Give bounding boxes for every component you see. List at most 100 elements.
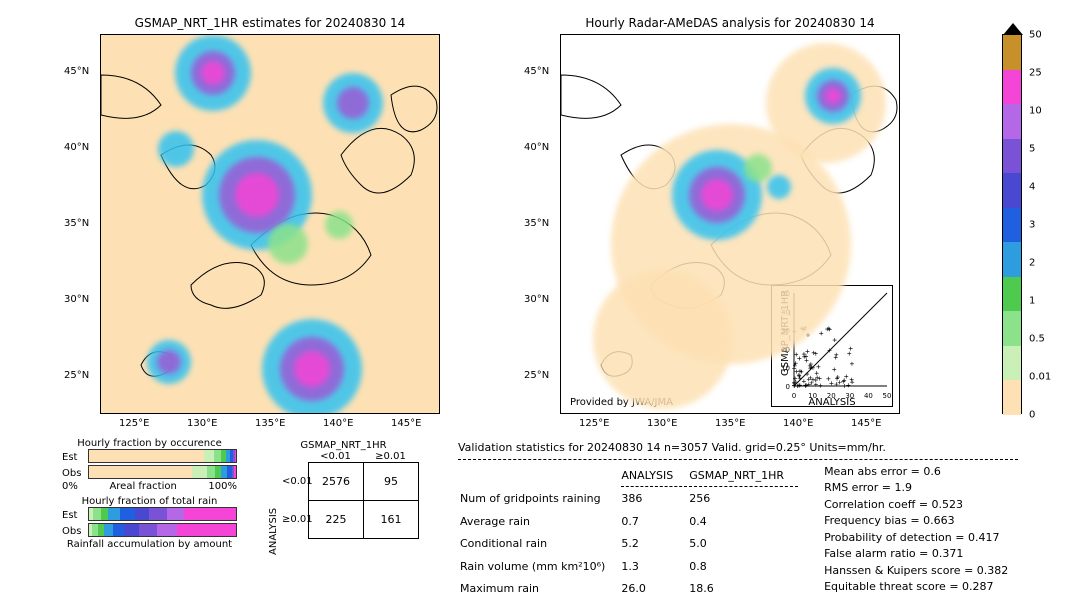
colorbar: 00.010.512345102550 xyxy=(1002,34,1022,414)
occ-xlab-mid: Areal fraction xyxy=(109,481,176,492)
metric-row: Equitable threat score = 0.287 xyxy=(824,579,1008,596)
colorbar-seg xyxy=(1003,173,1021,208)
x-tick: 140°E xyxy=(323,418,353,429)
frac-seg xyxy=(204,450,214,462)
frac-seg xyxy=(149,508,167,520)
colorbar-tick: 0.5 xyxy=(1029,334,1045,345)
validation-panel: Validation statistics for 20240830 14 n=… xyxy=(458,440,1018,602)
frac-seg xyxy=(139,524,157,536)
occ-xlab-left: 0% xyxy=(62,481,78,492)
precip-blob xyxy=(767,175,791,199)
metric-row: Frequency bias = 0.663 xyxy=(824,513,1008,530)
validation-row: Maximum rain26.018.6 xyxy=(460,579,798,600)
precip-blob xyxy=(325,211,353,239)
left-map-panel: GSMAP_NRT_1HR estimates for 20240830 14 … xyxy=(100,34,440,414)
colorbar-tick: 0 xyxy=(1029,410,1035,421)
frac-seg xyxy=(120,508,135,520)
total-rain-title: Hourly fraction of total rain xyxy=(62,496,237,507)
vh2: GSMAP_NRT_1HR xyxy=(689,466,798,488)
precip-blob xyxy=(744,154,772,182)
y-tick: 45°N xyxy=(524,66,549,77)
fraction-panel: Hourly fraction by occurence Est Obs 0% … xyxy=(62,438,237,550)
metrics-list: Mean abs error = 0.6RMS error = 1.9Corre… xyxy=(824,464,1008,602)
y-tick: 35°N xyxy=(524,218,549,229)
precip-blob xyxy=(825,88,841,104)
metric-row: Correlation coeff = 0.523 xyxy=(824,497,1008,514)
colorbar-seg xyxy=(1003,242,1021,277)
x-tick: 140°E xyxy=(783,418,813,429)
colorbar-seg xyxy=(1003,277,1021,312)
frac-seg xyxy=(234,466,235,478)
colorbar-tick: 10 xyxy=(1029,106,1042,117)
x-tick: 145°E xyxy=(851,418,881,429)
frac-seg xyxy=(157,524,178,536)
colorbar-tick: 25 xyxy=(1029,68,1042,79)
validation-title: Validation statistics for 20240830 14 n=… xyxy=(458,440,1018,460)
cont-col0 xyxy=(268,451,308,462)
scatter-xlabel: ANALYSIS xyxy=(772,397,892,408)
frac-seg xyxy=(89,466,192,478)
x-tick: 135°E xyxy=(255,418,285,429)
validation-row: Rain volume (mm km²10⁶)1.30.8 xyxy=(460,557,798,578)
colorbar-seg xyxy=(1003,104,1021,139)
y-tick: 40°N xyxy=(524,142,549,153)
validation-row: Average rain0.70.4 xyxy=(460,512,798,533)
frac-seg xyxy=(135,508,150,520)
metric-row: Probability of detection = 0.417 xyxy=(824,530,1008,547)
colorbar-tick: 4 xyxy=(1029,182,1035,193)
metric-row: RMS error = 1.9 xyxy=(824,480,1008,497)
validation-row: Conditional rain5.25.0 xyxy=(460,534,798,555)
colorbar-tick: 2 xyxy=(1029,258,1035,269)
x-tick: 130°E xyxy=(187,418,217,429)
cont-col1: <0.01 xyxy=(308,451,363,462)
frac-seg xyxy=(108,508,120,520)
colorbar-tick: 0.01 xyxy=(1029,372,1051,383)
frac-seg xyxy=(93,508,100,520)
x-tick: 135°E xyxy=(715,418,745,429)
cont-col-header: GSMAP_NRT_1HR xyxy=(268,440,419,451)
right-map-title: Hourly Radar-AMeDAS analysis for 2024083… xyxy=(560,16,900,30)
validation-table: ANALYSISGSMAP_NRT_1HR Num of gridpoints … xyxy=(458,464,800,602)
cont-10: 225 xyxy=(309,501,364,539)
contingency-panel: GSMAP_NRT_1HR <0.01 ≥0.01 ANALYSIS <0.01… xyxy=(268,440,419,539)
colorbar-seg xyxy=(1003,311,1021,346)
contingency-grid: 257695 225161 xyxy=(308,462,419,539)
y-tick: 40°N xyxy=(64,142,89,153)
cont-row-header: ANALYSIS xyxy=(268,541,279,555)
left-map-title: GSMAP_NRT_1HR estimates for 20240830 14 xyxy=(100,16,440,30)
y-tick: 30°N xyxy=(64,294,89,305)
obs-label-1: Obs xyxy=(62,468,84,479)
cont-11: 161 xyxy=(364,501,419,539)
precip-blob xyxy=(158,131,194,167)
frac-seg xyxy=(214,450,221,462)
frac-seg xyxy=(101,508,108,520)
est-label-1: Est xyxy=(62,452,84,463)
colorbar-cap xyxy=(1003,23,1023,35)
occurrence-obs-bar xyxy=(88,465,237,479)
y-tick: 25°N xyxy=(524,370,549,381)
occurrence-est-bar xyxy=(88,449,237,463)
precip-blob xyxy=(157,350,181,374)
y-tick: 25°N xyxy=(64,370,89,381)
svg-text:0: 0 xyxy=(786,383,790,391)
precip-blob xyxy=(593,269,733,409)
totalrain-est-bar xyxy=(88,507,237,521)
colorbar-seg xyxy=(1003,380,1021,415)
precip-blob xyxy=(701,179,733,211)
occurrence-title: Hourly fraction by occurence xyxy=(62,438,237,449)
y-tick: 35°N xyxy=(64,218,89,229)
vh1: ANALYSIS xyxy=(621,466,687,488)
colorbar-seg xyxy=(1003,346,1021,381)
cont-row0: <0.01 xyxy=(282,476,308,487)
frac-seg xyxy=(89,450,204,462)
precip-blob xyxy=(235,173,279,217)
frac-seg xyxy=(177,524,236,536)
total-rain-sub: Rainfall accumulation by amount xyxy=(62,539,237,550)
frac-seg xyxy=(235,450,236,462)
occ-xlab-right: 100% xyxy=(208,481,237,492)
colorbar-seg xyxy=(1003,35,1021,70)
right-map-frame: Provided by JWA/JMA 00101020203030404050… xyxy=(560,34,900,414)
colorbar-tick: 3 xyxy=(1029,220,1035,231)
colorbar-tick: 5 xyxy=(1029,144,1035,155)
precip-blob xyxy=(337,87,369,119)
